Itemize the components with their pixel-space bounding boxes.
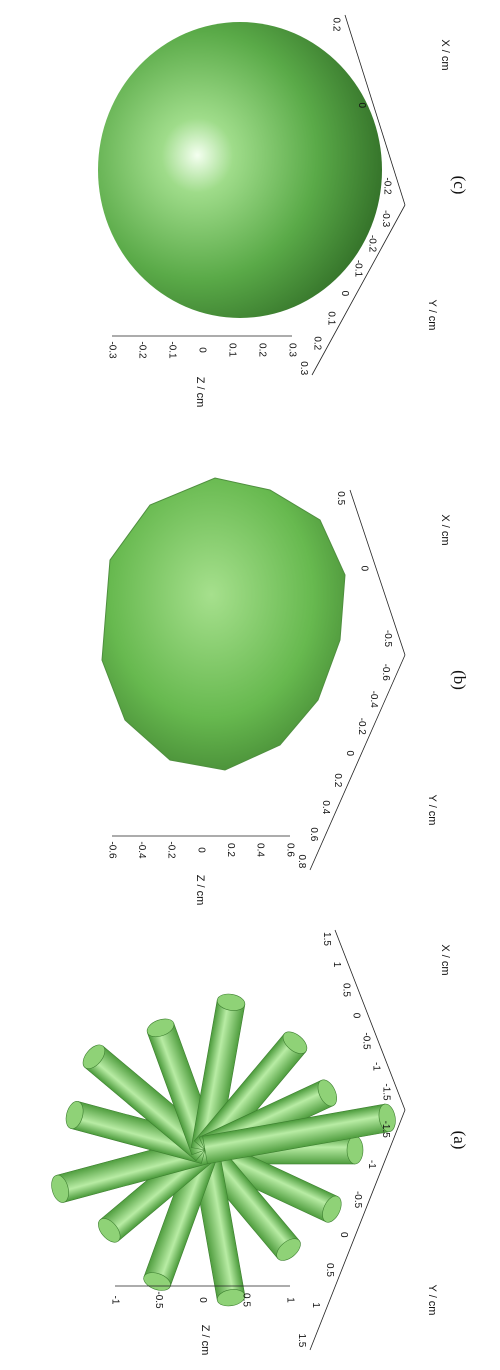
y-tick-label: 0.3 <box>298 361 309 375</box>
x-tick-label: 1 <box>331 962 342 968</box>
z-tick-label: 0 <box>195 847 206 853</box>
y-tick-label: -0.3 <box>380 210 391 228</box>
y-tick-label: -0.2 <box>356 718 367 736</box>
z-tick-label: -0.5 <box>153 1291 164 1309</box>
y-tick-label: 1 <box>310 1302 321 1308</box>
x-tick-label: 0.5 <box>341 983 352 997</box>
y-tick-label: 0 <box>344 751 355 757</box>
z-tick-label: 0.1 <box>226 343 237 357</box>
z-tick-label: 0.4 <box>255 843 266 857</box>
z-tick-label: -0.2 <box>136 341 147 359</box>
y-axis-label: Y / cm <box>426 300 438 331</box>
z-tick-label: 0 <box>196 347 207 353</box>
y-tick-label: 0.2 <box>312 336 323 350</box>
z-tick-label: 0 <box>197 1297 208 1303</box>
z-tick-label: 0.3 <box>286 343 297 357</box>
y-tick-label: -0.4 <box>368 691 379 709</box>
y-tick-label: -0.5 <box>352 1191 363 1209</box>
sphere-surface <box>98 22 382 318</box>
z-tick-label: -0.1 <box>166 341 177 359</box>
y-tick-label: -0.6 <box>380 664 391 682</box>
x-axis-label: X / cm <box>439 39 451 70</box>
y-tick-label: 0.8 <box>296 854 307 868</box>
y-tick-label: -0.2 <box>366 235 377 253</box>
x-tick-label: -0.5 <box>361 1032 372 1050</box>
z-tick-label: -0.4 <box>136 841 147 859</box>
z-tick-label: 0.2 <box>225 843 236 857</box>
z-axis-label: Z / cm <box>194 377 206 408</box>
z-tick-label: 0.5 <box>241 1293 252 1307</box>
x-axis-label: X / cm <box>439 944 451 975</box>
y-tick-label: 0 <box>339 291 350 297</box>
x-axis-line <box>350 490 405 655</box>
cylinder-end <box>347 1136 363 1164</box>
z-tick-label: 0.2 <box>256 343 267 357</box>
x-tick-label: 0 <box>358 566 369 572</box>
y-axis-label: Y / cm <box>426 795 438 826</box>
figure: 1.5 1 0.5 0 -0.5 -1 -1.5 -1.5 -1 -0.5 0 0.5 1 1.5 1 0.5… <box>0 0 500 1365</box>
y-tick-label: 0 <box>338 1232 349 1238</box>
x-axis-label: X / cm <box>439 514 451 545</box>
x-tick-label: 0 <box>356 102 367 108</box>
rough-surface <box>102 478 345 770</box>
z-tick-label: -0.2 <box>166 841 177 859</box>
panel-caption: (a) <box>450 1131 469 1150</box>
y-tick-label: 1.5 <box>296 1333 307 1347</box>
panel-caption: (b) <box>450 670 469 690</box>
y-tick-label: 0.2 <box>332 773 343 787</box>
y-tick-label: -1 <box>366 1160 377 1169</box>
y-axis-line <box>310 655 405 870</box>
x-tick-label: -0.2 <box>381 177 392 195</box>
y-axis-label: Y / cm <box>426 1285 438 1316</box>
y-tick-label: 0.5 <box>324 1263 335 1277</box>
x-tick-label: 0.5 <box>335 491 346 505</box>
y-tick-label: 0.1 <box>325 311 336 325</box>
x-tick-label: 1.5 <box>321 932 332 946</box>
page: {"panels": [ {"caption": "(a)", "z_label… <box>0 0 500 1365</box>
x-tick-label: 0.2 <box>330 18 341 32</box>
z-axis-label: Z / cm <box>194 875 206 906</box>
x-tick-label: -1 <box>370 1062 381 1071</box>
panel-caption: (c) <box>450 176 469 195</box>
z-tick-label: 0.6 <box>284 843 295 857</box>
x-tick-label: -1.5 <box>380 1083 391 1101</box>
z-tick-label: -0.6 <box>106 841 117 859</box>
z-tick-label: -0.3 <box>106 341 117 359</box>
x-axis-line <box>335 930 405 1110</box>
x-tick-label: -0.5 <box>382 630 393 648</box>
z-tick-label: 1 <box>284 1297 295 1303</box>
y-tick-label: 0.6 <box>308 827 319 841</box>
z-axis-label: Z / cm <box>199 1325 211 1356</box>
x-tick-label: 0 <box>351 1013 362 1019</box>
y-tick-label: 0.4 <box>320 800 331 814</box>
y-tick-label: -1.5 <box>380 1121 391 1139</box>
z-tick-label: -1 <box>109 1296 120 1305</box>
y-tick-label: -0.1 <box>353 260 364 278</box>
